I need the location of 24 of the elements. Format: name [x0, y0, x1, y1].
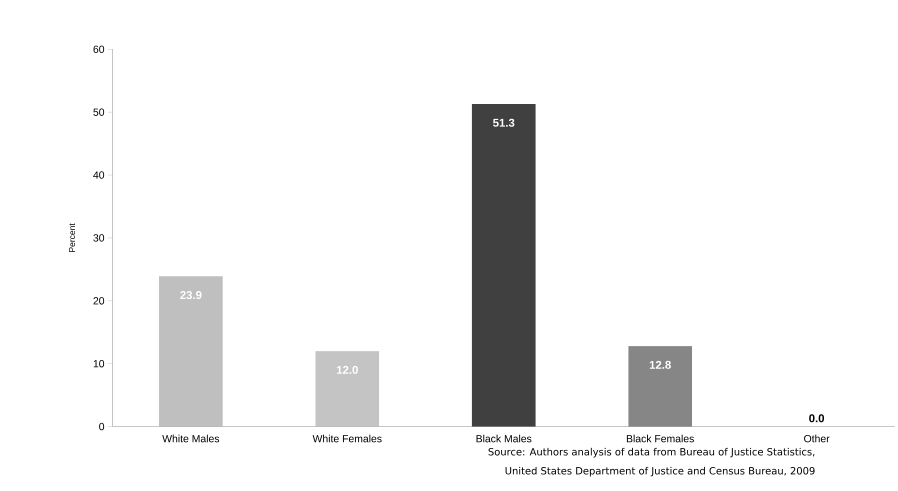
source-note: Source: Authors analysis of data from Bureau of Justice Statistics, — [488, 448, 814, 458]
text: United States Department of Justice and Census Bureau, 2009 — [506, 466, 815, 476]
data-label: 12.0 — [336, 366, 358, 374]
bar — [628, 346, 692, 426]
x-tick-label: Black Males — [476, 434, 532, 442]
data-label: 12.8 — [650, 360, 671, 369]
x-tick-label: Other — [804, 434, 830, 442]
bar — [472, 104, 536, 426]
x-tick-label: White Males — [162, 434, 220, 442]
y-tick-label: 40 — [93, 171, 104, 179]
y-tick-label: 50 — [93, 108, 104, 116]
x-tick-label: Black Females — [626, 434, 694, 442]
y-tick-label: 20 — [93, 296, 104, 304]
y-axis-title: Percent — [69, 223, 76, 252]
y-tick-label: 30 — [93, 234, 104, 242]
data-label: 51.3 — [493, 118, 514, 127]
bar — [315, 350, 380, 426]
y-tick-label: 60 — [93, 45, 104, 53]
x-tick-label: White Females — [312, 434, 382, 442]
y-tick-label: 10 — [94, 360, 104, 368]
data-label: 0.0 — [809, 414, 824, 422]
data-label: 23.9 — [180, 290, 202, 299]
y-tick-label: 0 — [99, 422, 104, 430]
bar — [159, 276, 223, 426]
